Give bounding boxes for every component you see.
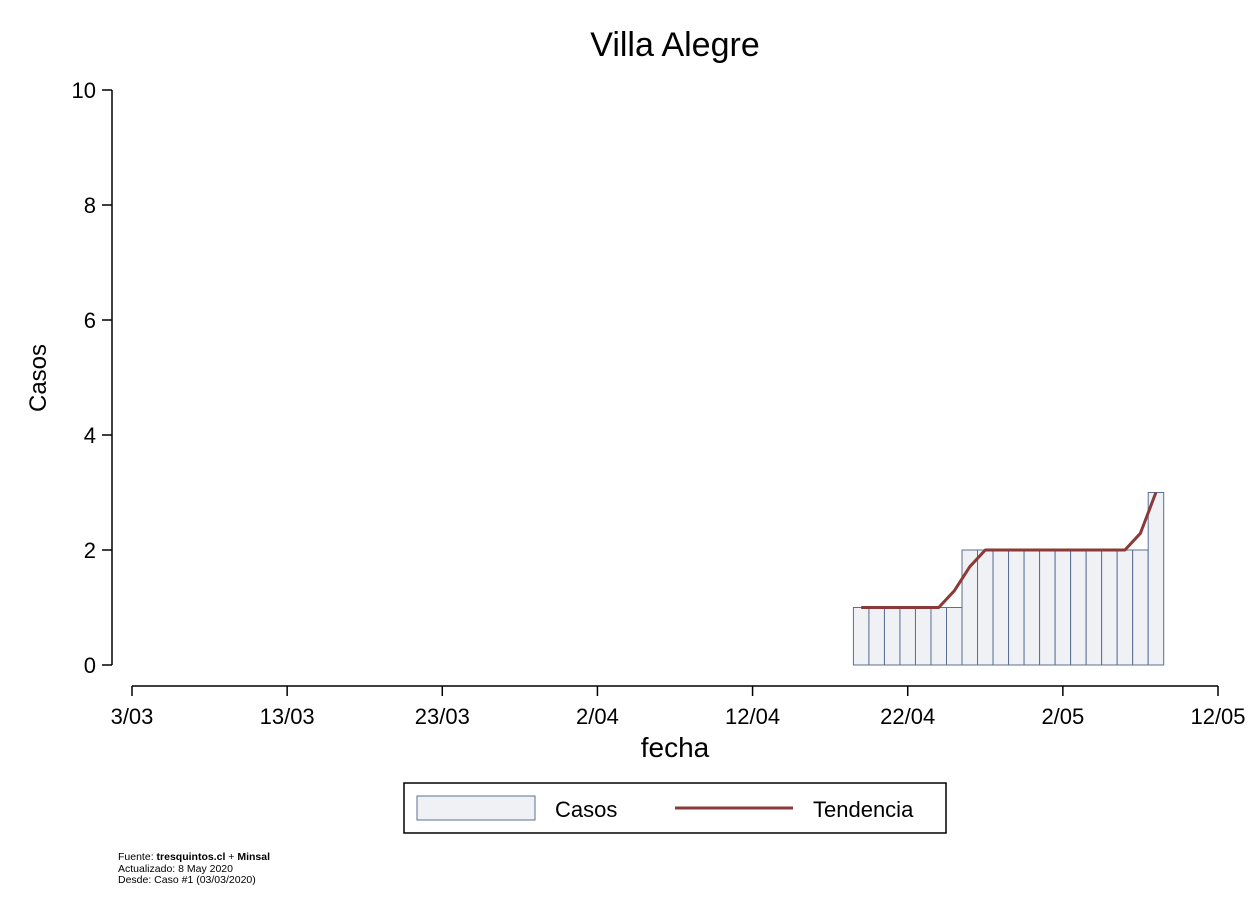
- bar: [1116, 549, 1134, 666]
- x-tick-label: 12/05: [1190, 704, 1245, 729]
- bar: [1085, 549, 1103, 666]
- y-tick-label: 0: [84, 653, 96, 678]
- bar: [1023, 549, 1041, 666]
- x-axis-title: fecha: [641, 732, 710, 763]
- bar: [1147, 492, 1165, 666]
- bar: [1054, 549, 1072, 666]
- y-tick-label: 10: [72, 78, 96, 103]
- bar: [977, 549, 994, 666]
- bar: [914, 607, 932, 666]
- y-tick-label: 6: [84, 308, 96, 333]
- legend-tendencia-label: Tendencia: [813, 797, 914, 822]
- bar: [1008, 549, 1025, 666]
- y-tick-label: 2: [84, 538, 96, 563]
- y-tick-label: 4: [84, 423, 96, 448]
- x-tick-label: 2/04: [576, 704, 619, 729]
- chart-title: Villa Alegre: [590, 26, 760, 64]
- y-tick-label: 8: [84, 193, 96, 218]
- x-ticks: 3/03 13/03 23/03 2/04 12/04 22/04 2/05 12/05: [111, 686, 1246, 729]
- x-tick-label: 3/03: [111, 704, 154, 729]
- bar: [1101, 549, 1118, 666]
- x-tick-label: 13/03: [260, 704, 315, 729]
- bar: [852, 607, 870, 666]
- footer-source: Fuente: tresquintos.cl + Minsal: [118, 851, 271, 863]
- trend-line: [861, 491, 1158, 609]
- y-axis-title: Casos: [25, 344, 52, 412]
- x-tick-label: 23/03: [415, 704, 470, 729]
- footer-updated: Actualizado: 8 May 2020: [118, 862, 233, 875]
- x-tick-label: 2/05: [1041, 704, 1084, 729]
- bar: [868, 607, 885, 666]
- bar: [1132, 549, 1149, 666]
- bar: [883, 607, 901, 666]
- bars-group: [852, 492, 1165, 666]
- legend-casos-swatch: [416, 795, 536, 821]
- bar: [930, 607, 948, 666]
- y-ticks: 0 2 4 6 8 10: [72, 78, 112, 678]
- bar: [899, 607, 916, 666]
- footer-notes: Fuente: tresquintos.cl + Minsal Actualiz…: [118, 851, 271, 887]
- bar: [1039, 549, 1056, 666]
- footer-since: Desde: Caso #1 (03/03/2020): [118, 874, 256, 886]
- legend: Casos Tendencia: [403, 782, 947, 834]
- x-tick-label: 12/04: [725, 704, 780, 729]
- bar: [992, 549, 1010, 666]
- x-tick-label: 22/04: [880, 704, 935, 729]
- bar: [1070, 549, 1087, 666]
- legend-casos-label: Casos: [555, 797, 617, 822]
- bar: [946, 607, 963, 666]
